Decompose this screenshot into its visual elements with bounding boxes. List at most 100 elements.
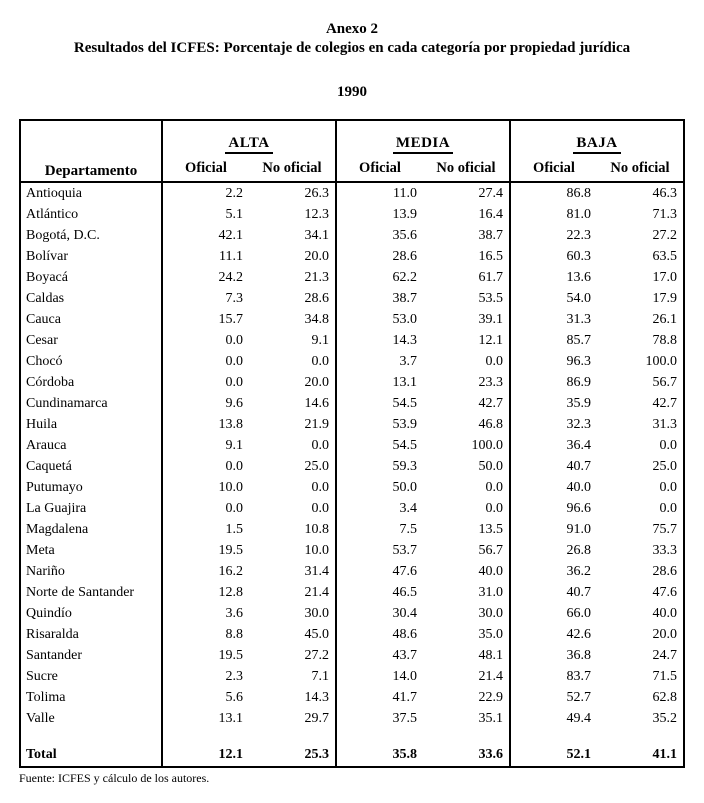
value-cell: 11.0 — [393, 185, 417, 201]
value-cell: 36.2 — [566, 563, 592, 579]
value-cell: 8.8 — [225, 626, 244, 642]
subheader-alta-no-oficial: No oficial — [249, 155, 337, 182]
value-cell: 9.1 — [225, 437, 244, 453]
value-cell: 75.7 — [652, 521, 678, 537]
table-row: Huila 13.8 21.9 53.9 46.8 32.3 31.3 — [20, 414, 684, 435]
value-cell: 7.3 — [225, 290, 244, 306]
value-cell: 10.8 — [249, 519, 337, 540]
value-cell: 42.1 — [218, 227, 244, 243]
value-cell: 0.0 — [249, 498, 337, 519]
value-cell: 33.6 — [423, 729, 511, 767]
header-sub-row: Oficial No oficial Oficial No oficial Of… — [20, 155, 684, 182]
department-cell: Norte de Santander — [20, 582, 163, 603]
department-cell: Arauca — [20, 435, 163, 456]
value-cell: 35.8 — [392, 747, 418, 762]
value-cell: 53.5 — [423, 288, 511, 309]
value-cell: 56.7 — [423, 540, 511, 561]
value-cell: 14.0 — [392, 668, 418, 684]
value-cell: 34.1 — [249, 225, 337, 246]
value-cell: 5.1 — [225, 206, 244, 222]
value-cell: 2.3 — [225, 668, 244, 684]
value-cell: 46.3 — [652, 185, 678, 201]
value-cell: 54.0 — [566, 290, 592, 306]
table-row: Putumayo 10.0 0.0 50.0 0.0 40.0 0.0 — [20, 477, 684, 498]
table-row: Bogotá, D.C. 42.1 34.1 35.6 38.7 22.3 27.2 — [20, 225, 684, 246]
value-cell: 13.5 — [423, 519, 511, 540]
subheader-alta-oficial: Oficial — [185, 159, 227, 176]
table-row: Boyacá 24.2 21.3 62.2 61.7 13.6 17.0 — [20, 267, 684, 288]
group-label-baja: BAJA — [573, 135, 621, 154]
value-cell: 14.3 — [249, 687, 337, 708]
value-cell: 62.2 — [392, 269, 418, 285]
value-cell: 0.0 — [225, 353, 244, 369]
value-cell: 38.7 — [423, 225, 511, 246]
value-cell: 16.2 — [218, 563, 244, 579]
department-cell: Total — [20, 729, 163, 767]
department-cell: Caldas — [20, 288, 163, 309]
table-row: Cundinamarca 9.6 14.6 54.5 42.7 35.9 42.7 — [20, 393, 684, 414]
value-cell: 46.5 — [392, 584, 418, 600]
department-cell: Cesar — [20, 330, 163, 351]
table-row: Cesar 0.0 9.1 14.3 12.1 85.7 78.8 — [20, 330, 684, 351]
value-cell: 40.0 — [566, 479, 592, 495]
department-cell: Bogotá, D.C. — [20, 225, 163, 246]
table-header: Departamento ALTA MEDIA BAJA Oficial No … — [20, 120, 684, 182]
page-title: Resultados del ICFES: Porcentaje de cole… — [73, 40, 631, 56]
value-cell: 62.8 — [652, 689, 678, 705]
value-cell: 85.7 — [566, 332, 592, 348]
value-cell: 96.3 — [566, 353, 592, 369]
value-cell: 22.3 — [566, 227, 592, 243]
value-cell: 26.1 — [652, 311, 678, 327]
header-group-row: Departamento ALTA MEDIA BAJA — [20, 120, 684, 182]
value-cell: 52.7 — [566, 689, 592, 705]
value-cell: 59.3 — [392, 458, 418, 474]
value-cell: 17.9 — [652, 290, 678, 306]
department-cell: Antioquia — [20, 182, 163, 204]
value-cell: 0.0 — [249, 477, 337, 498]
department-cell: Risaralda — [20, 624, 163, 645]
value-cell: 13.9 — [392, 206, 418, 222]
department-cell: Cauca — [20, 309, 163, 330]
value-cell: 0.0 — [423, 351, 511, 372]
value-cell: 50.0 — [423, 456, 511, 477]
table-row: Caldas 7.3 28.6 38.7 53.5 54.0 17.9 — [20, 288, 684, 309]
value-cell: 28.6 — [652, 563, 678, 579]
department-column-header: Departamento — [20, 120, 163, 182]
value-cell: 31.4 — [249, 561, 337, 582]
value-cell: 9.1 — [249, 330, 337, 351]
table-row: Sucre 2.3 7.1 14.0 21.4 83.7 71.5 — [20, 666, 684, 687]
department-cell: Bolívar — [20, 246, 163, 267]
value-cell: 38.7 — [392, 290, 418, 306]
value-cell: 40.0 — [652, 605, 678, 621]
value-cell: 0.0 — [225, 500, 244, 516]
value-cell: 14.6 — [249, 393, 337, 414]
value-cell: 83.7 — [566, 668, 592, 684]
table-row: Arauca 9.1 0.0 54.5 100.0 36.4 0.0 — [20, 435, 684, 456]
department-cell: Caquetá — [20, 456, 163, 477]
department-cell: Quindío — [20, 603, 163, 624]
table-body: Antioquia 2.2 26.3 11.0 27.4 86.8 46.3 Atlántic… — [20, 182, 684, 767]
value-cell: 26.8 — [566, 542, 592, 558]
group-label-media: MEDIA — [392, 135, 454, 154]
value-cell: 27.2 — [652, 227, 678, 243]
department-cell: Tolima — [20, 687, 163, 708]
value-cell: 35.9 — [566, 395, 592, 411]
value-cell: 48.1 — [423, 645, 511, 666]
value-cell: 31.3 — [652, 416, 678, 432]
department-cell: Magdalena — [20, 519, 163, 540]
subheader-media-no-oficial: No oficial — [423, 155, 511, 182]
group-header-baja: BAJA — [510, 120, 684, 155]
value-cell: 15.7 — [218, 311, 244, 327]
value-cell: 28.6 — [392, 248, 418, 264]
table-row: Santander 19.5 27.2 43.7 48.1 36.8 24.7 — [20, 645, 684, 666]
value-cell: 10.0 — [218, 479, 244, 495]
group-header-alta: ALTA — [162, 120, 337, 155]
value-cell: 52.1 — [566, 747, 592, 762]
value-cell: 0.0 — [225, 332, 244, 348]
department-cell: Putumayo — [20, 477, 163, 498]
title-block: Anexo 2 Resultados del ICFES: Porcentaje… — [0, 0, 704, 101]
value-cell: 49.4 — [566, 710, 592, 726]
value-cell: 43.7 — [392, 647, 418, 663]
value-cell: 2.2 — [225, 185, 244, 201]
